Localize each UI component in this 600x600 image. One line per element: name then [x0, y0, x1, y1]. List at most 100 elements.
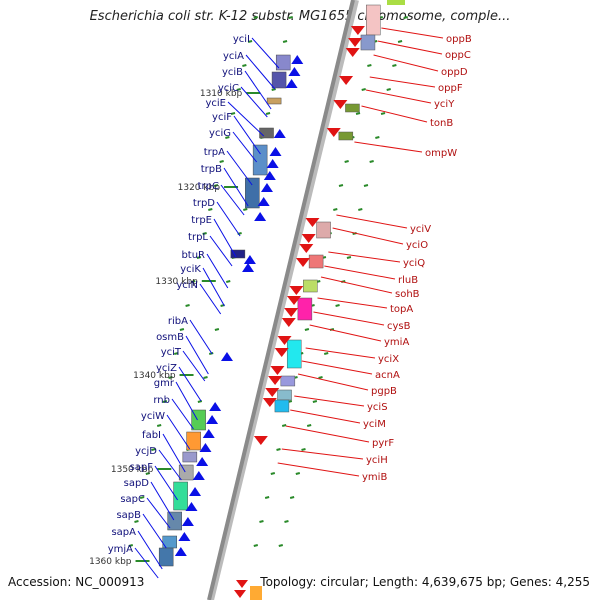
- tick-mark: [134, 520, 139, 523]
- gene-block: [297, 297, 313, 321]
- tick-mark: [295, 472, 301, 475]
- gene-label-pyrF: pyrF: [372, 438, 394, 449]
- tick-mark: [203, 376, 208, 379]
- tick-mark: [151, 448, 156, 451]
- gene-leader-line: [134, 547, 159, 579]
- tick-mark: [230, 112, 236, 115]
- tick-mark: [386, 88, 391, 91]
- tick-mark: [323, 352, 329, 355]
- gene-label-yciM: yciM: [363, 419, 386, 430]
- tick-mark: [253, 544, 259, 547]
- reverse-gene-arrow: [345, 48, 360, 57]
- forward-gene-arrow: [178, 532, 191, 541]
- tick-mark: [247, 40, 253, 43]
- accession-label: Accession:: [8, 575, 72, 589]
- gene-label-tonB: tonB: [430, 118, 453, 129]
- gene-block: [252, 144, 268, 176]
- gene-leader-line: [150, 481, 175, 521]
- tick-mark: [363, 184, 369, 187]
- gene-label-yciY: yciY: [434, 99, 455, 110]
- gene-block: [186, 431, 201, 451]
- gene-leader-line: [301, 360, 373, 375]
- forward-gene-arrow: [185, 502, 198, 511]
- forward-gene-arrow: [291, 55, 304, 64]
- gene-leader-line: [373, 54, 439, 72]
- gene-leader-line: [324, 265, 396, 280]
- gene-block: [286, 339, 302, 369]
- forward-gene-arrow: [220, 352, 233, 361]
- tick-mark: [282, 40, 288, 43]
- tick-mark: [338, 184, 344, 187]
- tick-mark: [145, 472, 151, 475]
- gene-leader-line: [245, 54, 276, 90]
- gene-leader-line: [199, 283, 222, 315]
- position-marker: 1340 kbp: [133, 371, 176, 381]
- reverse-gene-arrow: [339, 76, 354, 85]
- forward-gene-arrow: [209, 402, 222, 411]
- gene-leader-line: [294, 395, 365, 407]
- gene-label-sapB: sapB: [116, 510, 141, 521]
- gene-leader-line: [220, 184, 245, 216]
- gene-label-trpE: trpE: [191, 215, 212, 226]
- position-marker: 1350 kbp: [111, 465, 154, 475]
- forward-gene-arrow: [192, 471, 205, 480]
- gene-leader-line: [182, 350, 206, 382]
- tick-mark: [346, 256, 352, 259]
- tick-mark: [271, 88, 276, 91]
- gene-label-yciN: yciN: [176, 280, 198, 291]
- forward-gene-arrow: [242, 263, 255, 272]
- gene-leader-line: [137, 530, 163, 570]
- gene-label-oppD: oppD: [441, 67, 468, 78]
- chromosome-backbone: [207, 0, 355, 600]
- tick-mark: [191, 280, 196, 283]
- gene-leader-line: [171, 398, 194, 430]
- forward-gene-arrow: [174, 547, 187, 556]
- tick-mark: [278, 544, 284, 547]
- gene-block: [303, 279, 318, 293]
- forward-gene-arrow: [206, 415, 219, 424]
- tick-mark: [355, 112, 361, 115]
- tick-mark: [185, 304, 190, 307]
- forward-gene-arrow: [189, 487, 202, 496]
- tick-mark: [197, 400, 203, 403]
- gene-label-yciC: yciC: [218, 83, 239, 94]
- gene-block: [250, 586, 262, 600]
- forward-gene-arrow: [243, 255, 256, 264]
- reverse-gene-arrow: [236, 580, 248, 588]
- reverse-gene-arrow: [287, 296, 301, 305]
- gene-leader-line: [354, 141, 423, 153]
- tick-mark: [156, 424, 162, 427]
- tick-mark: [128, 544, 134, 547]
- position-marker: 1320 kbp: [178, 183, 221, 193]
- gene-label-yciE: yciE: [205, 98, 226, 109]
- position-marker: 1310 kbp: [200, 89, 243, 99]
- tick-mark: [288, 16, 293, 19]
- forward-gene-arrow: [285, 79, 298, 88]
- gene-leader-line: [166, 414, 191, 450]
- gene-block: [182, 451, 198, 463]
- gene-label-yciK: yciK: [180, 264, 201, 275]
- gene-leader-line: [365, 89, 432, 104]
- tick-mark: [208, 208, 213, 211]
- tick-mark: [392, 64, 397, 67]
- gene-leader-line: [328, 251, 401, 263]
- gene-leader-line: [189, 319, 213, 355]
- tick-mark: [179, 328, 185, 331]
- reverse-gene-arrow: [301, 234, 316, 243]
- gene-label-topA: topA: [390, 304, 413, 315]
- topology-label: Topology:: [260, 575, 317, 589]
- gene-label-yciV: yciV: [410, 224, 431, 235]
- reverse-gene-arrow: [270, 366, 285, 375]
- gene-leader-line: [216, 201, 241, 237]
- gene-label-sapA: sapA: [111, 527, 136, 538]
- gene-label-sapC: sapC: [120, 494, 145, 505]
- gene-label-yciA: yciA: [223, 51, 244, 62]
- tick-mark: [276, 448, 281, 451]
- gene-leader-line: [158, 449, 182, 481]
- backbone-shadow: [208, 0, 359, 600]
- forward-gene-arrow: [266, 159, 279, 168]
- tick-mark: [403, 16, 408, 19]
- tick-mark: [284, 520, 289, 523]
